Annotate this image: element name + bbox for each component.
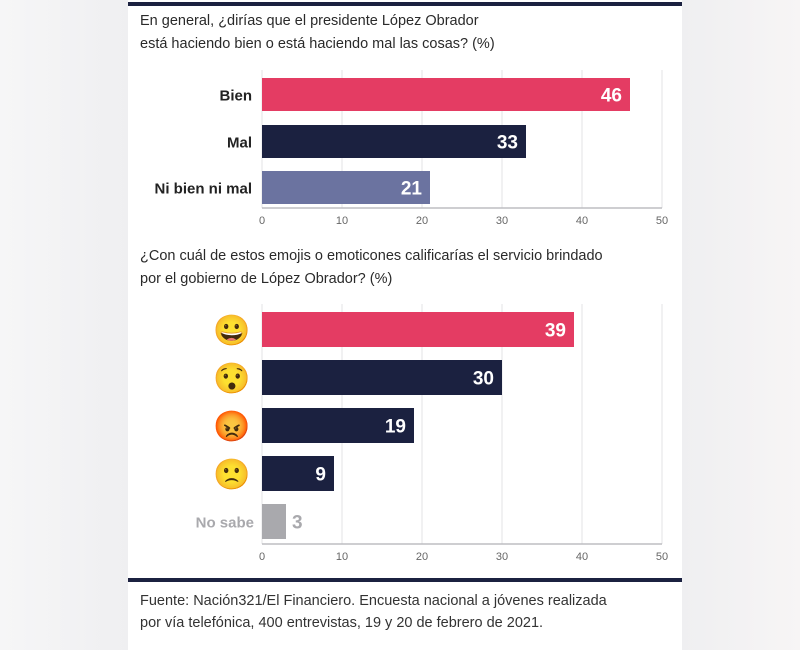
source-line-1: Fuente: Nación321/El Financiero. Encuest… xyxy=(140,593,607,609)
chart-1-bar xyxy=(262,171,430,204)
chart-1-category-label: Mal xyxy=(227,135,252,152)
question-2: ¿Con cuál de estos emojis o emoticones c… xyxy=(140,245,603,291)
chart-2-data-label: 3 xyxy=(292,513,303,534)
chart-1-tick-label: 20 xyxy=(416,215,428,227)
question-2-line-2: por el gobierno de López Obrador? (%) xyxy=(140,271,393,287)
top-divider xyxy=(128,2,682,6)
chart-1-bar xyxy=(262,125,526,158)
chart-2-tick-label: 30 xyxy=(496,551,508,563)
chart-2-data-label: 30 xyxy=(473,369,494,390)
chart-2-data-label: 39 xyxy=(545,321,566,342)
chart-1-category-label: Bien xyxy=(219,88,252,105)
chart-2-tick-label: 20 xyxy=(416,551,428,563)
chart-1-bar xyxy=(262,78,630,111)
chart-2-bar xyxy=(262,408,414,443)
chart-1-data-label: 21 xyxy=(401,179,423,200)
grinning-face-icon: 😀 xyxy=(213,314,250,348)
bottom-divider xyxy=(128,578,682,582)
chart-1-category-label: Ni bien ni mal xyxy=(154,181,252,198)
chart-2-bar xyxy=(262,312,574,347)
chart-1-tick-label: 40 xyxy=(576,215,588,227)
chart-2-tick-label: 50 xyxy=(656,551,668,563)
chart-1-tick-label: 10 xyxy=(336,215,348,227)
chart-2-category-label: No sabe xyxy=(196,515,254,532)
chart-1-tick-label: 50 xyxy=(656,215,668,227)
chart-1-data-label: 46 xyxy=(601,86,622,107)
question-1-line-2: está haciendo bien o está haciendo mal l… xyxy=(140,36,495,52)
chart-2-data-label: 19 xyxy=(385,417,406,438)
background-right xyxy=(682,0,800,650)
hushed-face-icon: 😯 xyxy=(213,362,250,396)
chart-2-bar xyxy=(262,504,286,539)
chart-2-bar xyxy=(262,360,502,395)
source-note: Fuente: Nación321/El Financiero. Encuest… xyxy=(140,590,607,634)
chart-2-tick-label: 10 xyxy=(336,551,348,563)
chart-2-data-label: 9 xyxy=(315,465,326,486)
question-2-line-1: ¿Con cuál de estos emojis o emoticones c… xyxy=(140,248,603,264)
chart-2-bar xyxy=(262,456,334,491)
question-1: En general, ¿dirías que el presidente Ló… xyxy=(140,10,495,56)
chart-1-tick-label: 30 xyxy=(496,215,508,227)
background-left xyxy=(0,0,128,650)
chart-1-data-label: 33 xyxy=(497,133,518,154)
question-1-line-1: En general, ¿dirías que el presidente Ló… xyxy=(140,13,479,29)
angry-face-icon: 😡 xyxy=(213,410,250,444)
slightly-frowning-face-icon: 🙁 xyxy=(213,458,250,492)
chart-2-tick-label: 0 xyxy=(259,551,265,563)
chart-2-tick-label: 40 xyxy=(576,551,588,563)
source-line-2: por vía telefónica, 400 entrevistas, 19 … xyxy=(140,615,544,631)
chart-1-tick-label: 0 xyxy=(259,215,265,227)
